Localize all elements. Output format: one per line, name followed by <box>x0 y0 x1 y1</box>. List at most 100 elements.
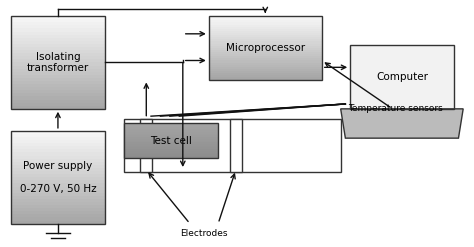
Bar <box>350 71 454 73</box>
Bar <box>350 107 454 109</box>
Text: Computer: Computer <box>376 72 428 82</box>
Bar <box>350 75 454 77</box>
Bar <box>11 44 105 47</box>
Bar <box>209 41 322 43</box>
Bar <box>11 41 105 44</box>
Bar <box>209 20 322 22</box>
Bar <box>350 45 454 47</box>
Bar <box>124 146 218 147</box>
Bar <box>209 56 322 58</box>
Bar <box>209 39 322 41</box>
Bar <box>124 125 218 127</box>
Bar <box>11 149 105 152</box>
Bar <box>209 48 322 50</box>
Bar <box>350 69 454 71</box>
Text: Electrodes: Electrodes <box>180 229 228 238</box>
Bar <box>209 46 322 48</box>
Bar <box>350 50 454 52</box>
Bar <box>11 165 105 168</box>
Bar <box>350 47 454 50</box>
Bar <box>350 85 454 88</box>
Bar <box>350 96 454 98</box>
Bar <box>11 25 105 28</box>
Bar <box>11 16 105 19</box>
Bar <box>11 184 105 186</box>
Text: Temperature sensors: Temperature sensors <box>348 104 443 113</box>
Bar <box>124 139 218 141</box>
Bar <box>11 59 105 62</box>
Bar <box>124 130 218 132</box>
Bar <box>11 16 105 109</box>
Bar <box>11 177 105 180</box>
Bar <box>11 199 105 202</box>
Bar <box>209 61 322 62</box>
Bar <box>11 140 105 143</box>
Bar <box>124 119 341 172</box>
Bar <box>209 50 322 52</box>
Bar <box>11 162 105 165</box>
Bar <box>209 35 322 37</box>
Bar <box>209 52 322 54</box>
Bar <box>209 16 322 80</box>
Bar <box>11 131 105 134</box>
Bar <box>350 79 454 81</box>
Bar <box>350 92 454 94</box>
Bar <box>124 132 218 134</box>
Bar <box>209 16 322 18</box>
Bar <box>11 134 105 137</box>
Bar <box>124 129 218 130</box>
Bar <box>11 159 105 162</box>
Bar <box>124 142 218 144</box>
Bar <box>11 93 105 97</box>
Bar <box>350 45 454 109</box>
Bar <box>209 62 322 65</box>
Text: Microprocessor: Microprocessor <box>226 43 305 53</box>
Bar <box>350 88 454 90</box>
Bar <box>124 144 218 146</box>
Text: Power supply

0-270 V, 50 Hz: Power supply 0-270 V, 50 Hz <box>19 161 96 194</box>
Bar <box>209 75 322 77</box>
Bar <box>11 97 105 100</box>
Bar <box>11 53 105 56</box>
Bar <box>209 71 322 73</box>
Bar <box>11 131 105 224</box>
Bar <box>350 73 454 75</box>
Bar <box>11 38 105 41</box>
Bar <box>209 73 322 75</box>
Bar <box>124 135 218 137</box>
Bar <box>11 81 105 84</box>
Bar <box>11 47 105 50</box>
Bar <box>11 211 105 214</box>
Bar <box>11 146 105 149</box>
Bar <box>350 60 454 62</box>
Bar <box>11 32 105 35</box>
Bar <box>209 58 322 61</box>
Text: Test cell: Test cell <box>150 136 192 145</box>
Bar <box>11 196 105 199</box>
Bar <box>124 124 218 158</box>
Text: Isolating
transformer: Isolating transformer <box>27 52 89 73</box>
Bar <box>140 119 152 172</box>
Bar <box>124 147 218 149</box>
Bar <box>124 141 218 142</box>
Bar <box>124 156 218 158</box>
Bar <box>350 54 454 56</box>
Bar <box>11 217 105 221</box>
Bar <box>350 52 454 54</box>
Bar <box>209 77 322 80</box>
Bar <box>124 124 218 125</box>
Bar <box>11 22 105 25</box>
Bar <box>350 56 454 58</box>
Bar <box>350 98 454 100</box>
Bar <box>124 134 218 135</box>
Bar <box>124 127 218 129</box>
Bar <box>350 62 454 64</box>
Bar <box>11 190 105 193</box>
Bar <box>11 28 105 32</box>
Bar <box>230 119 242 172</box>
Bar <box>11 35 105 38</box>
Bar <box>11 221 105 224</box>
Bar <box>209 69 322 71</box>
Bar <box>209 67 322 69</box>
Bar <box>11 103 105 106</box>
